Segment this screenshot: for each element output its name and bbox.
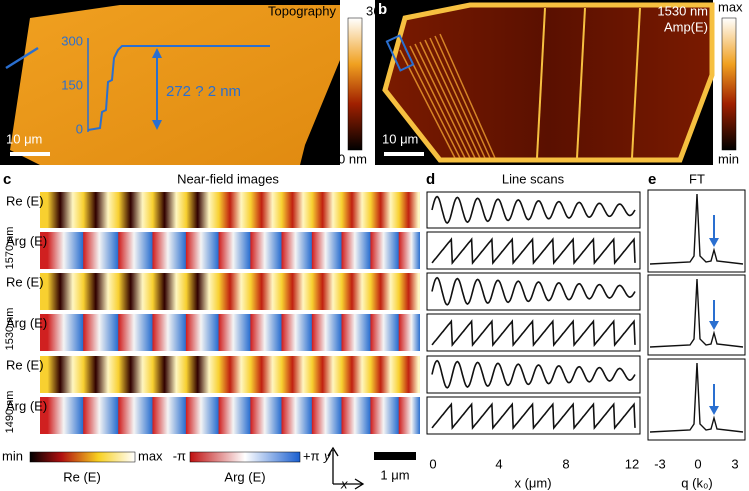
ft-curve	[649, 193, 744, 265]
panel-label: a	[4, 1, 13, 18]
x-tick-label: 0	[694, 456, 701, 471]
colorbar-label: Re (E)	[63, 469, 101, 484]
flake-amp	[382, 2, 715, 163]
scan-box	[385, 34, 415, 72]
scan-line	[431, 237, 636, 266]
row-label: Arg (E)	[6, 233, 47, 248]
fringe	[536, 7, 546, 159]
fringe	[399, 49, 456, 159]
axes-arrows	[327, 446, 365, 490]
profile	[87, 45, 270, 131]
title: Amp(E)	[664, 19, 708, 34]
fringe	[439, 33, 496, 159]
row-label: Arg (E)	[6, 315, 47, 330]
panel-label: e	[648, 171, 656, 188]
fringe	[404, 47, 461, 159]
near-field-strip	[40, 356, 420, 393]
inset-tick: 0	[76, 121, 83, 136]
x-tick-label: 3	[731, 456, 738, 471]
near-field-strip	[40, 397, 420, 434]
ft-curve	[649, 278, 744, 348]
title: Topography	[268, 3, 336, 18]
fringe	[576, 7, 586, 159]
colorbar-min: -π	[173, 448, 186, 463]
fringe	[429, 37, 486, 159]
colorbar	[721, 17, 737, 151]
panel-label: d	[426, 171, 435, 188]
x-tick-label: 8	[562, 456, 569, 471]
wavelength: 1530 nm	[657, 3, 708, 18]
x-axis-label: q (k₀)	[681, 475, 712, 490]
x-tick-label: -3	[654, 456, 666, 471]
panel-label: c	[3, 171, 11, 188]
arrow-head	[709, 321, 719, 330]
colorbar-min: 0 nm	[338, 151, 367, 166]
fourier-transforms	[647, 189, 746, 441]
arrow-head	[709, 238, 719, 247]
fringes	[399, 7, 641, 159]
line-scans	[426, 191, 641, 435]
scale-bar	[384, 152, 424, 156]
annotation: 272 ? 2 nm	[166, 83, 241, 100]
near-field-strip	[40, 192, 420, 228]
axis-label: y	[323, 448, 332, 463]
scale-bar-label: 10 μm	[382, 131, 418, 146]
scan-line	[431, 319, 636, 348]
scan-line	[431, 402, 636, 431]
scan-line	[431, 359, 636, 389]
fringe	[434, 35, 491, 159]
colorbar-max: max	[138, 448, 163, 463]
inset-tick: 150	[61, 77, 83, 92]
title: Line scans	[502, 171, 565, 186]
ft-curve	[649, 362, 744, 433]
colorbar-min: min	[718, 151, 739, 166]
scale-bar	[374, 452, 416, 460]
colorbar	[29, 451, 136, 463]
near-field-images: Re (E)Arg (E)Re (E)Arg (E)Re (E)Arg (E)1…	[4, 192, 420, 434]
fringe	[419, 41, 476, 159]
scale-bar	[10, 152, 50, 156]
wavelength-label: 1570 nm	[4, 227, 16, 270]
row-label: Re (E)	[6, 274, 44, 289]
x-tick-label: 4	[495, 456, 502, 471]
axis-label: x	[340, 476, 348, 491]
row-label: Re (E)	[6, 357, 44, 372]
scan-line	[431, 195, 636, 224]
inset-tick: 300	[61, 33, 83, 48]
arrow-head	[152, 48, 162, 58]
scan-line	[5, 46, 39, 70]
fringe	[424, 39, 481, 159]
x-axis-label: x (μm)	[514, 475, 551, 490]
row-label: Re (E)	[6, 193, 44, 208]
row-label: Arg (E)	[6, 398, 47, 413]
colorbar-min: min	[2, 448, 23, 463]
title: Near-field images	[177, 171, 279, 186]
colorbar-max: max	[718, 0, 743, 14]
fringe	[631, 7, 641, 159]
x-tick-label: 0	[429, 456, 436, 471]
near-field-strip	[40, 273, 420, 310]
colorbar	[347, 17, 363, 151]
scale-bar-label: 10 μm	[6, 131, 42, 146]
fringe	[409, 45, 466, 159]
scale-bar-label: 1 μm	[380, 467, 409, 482]
arrow-head	[152, 120, 162, 130]
panel-label: b	[378, 1, 387, 18]
fringe	[414, 43, 471, 159]
colorbar-max: +π	[303, 448, 320, 463]
scan-line	[431, 276, 636, 306]
near-field-strip	[40, 314, 420, 351]
title: FT	[689, 171, 705, 186]
near-field-strip	[40, 232, 420, 269]
x-tick-label: 12	[625, 456, 639, 471]
wavelength-label: 1530 nm	[4, 308, 16, 351]
wavelength-label: 1490 nm	[4, 391, 16, 434]
arrow-head	[709, 406, 719, 415]
colorbar-label: Arg (E)	[224, 469, 265, 484]
colorbar	[189, 451, 301, 463]
